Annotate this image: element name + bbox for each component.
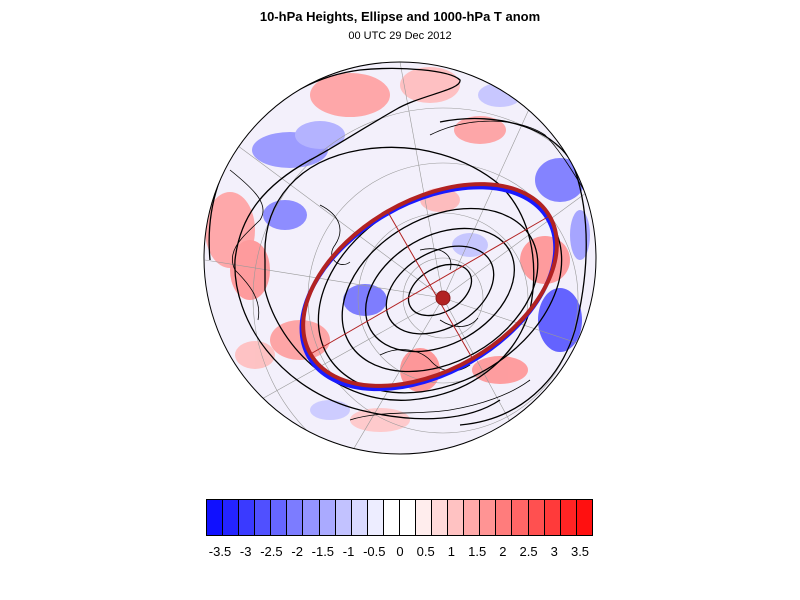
vortex-center-marker [435,290,451,306]
colorbar-tick-label: -1 [342,544,355,559]
colorbar-swatch [223,500,240,535]
colorbar-swatch [512,500,529,535]
colorbar-tick-label: -3.5 [208,544,232,559]
colorbar-swatch [271,500,288,535]
colorbar-swatch [544,500,561,535]
colorbar-swatch [576,500,592,535]
colorbar-swatch [207,500,224,535]
colorbar-tick-label: 0 [396,544,404,559]
colorbar-labels: -3.5 -3 -2.5 -2 -1.5 -1 -0.5 0 0.5 1 1.5 2 2.5 3 3.5 [0,544,800,562]
height-contours [208,67,587,426]
colorbar-tick-label: 3 [550,544,558,559]
map-title: 10-hPa Heights, Ellipse and 1000-hPa T a… [259,9,541,24]
colorbar [206,499,593,536]
colorbar-swatch [416,500,433,535]
polar-map [203,61,597,455]
colorbar-swatch [528,500,545,535]
colorbar-swatch [239,500,256,535]
colorbar-swatch [351,500,368,535]
colorbar-tick-label: 1 [447,544,456,559]
map-border [203,61,597,455]
colorbar-swatch [367,500,384,535]
colorbar-tick-label: 3.5 [570,544,590,559]
colorbar-bar [206,499,593,536]
colorbar-swatch [399,500,417,535]
colorbar-swatch [319,500,336,535]
colorbar-tick-label: 1.5 [468,544,487,559]
colorbar-tick-label: -1.5 [311,544,335,559]
colorbar-swatch [383,500,400,535]
colorbar-swatch [496,500,513,535]
colorbar-swatch [255,500,272,535]
colorbar-tick-label: -0.5 [363,544,386,559]
colorbar-swatch [335,500,352,535]
colorbar-swatch [480,500,497,535]
colorbar-swatch [560,500,577,535]
colorbar-tick-label: 2 [499,544,507,559]
colorbar-tick-label: 0.5 [416,544,435,559]
colorbar-swatch [287,500,304,535]
colorbar-swatch [448,500,465,535]
colorbar-tick-label: 2.5 [519,544,538,559]
colorbar-swatch [464,500,481,535]
colorbar-swatch [303,500,320,535]
map-subtitle: 00 UTC 29 Dec 2012 [348,30,452,42]
colorbar-tick-label: -3 [239,544,252,559]
colorbar-tick-label: -2 [291,544,303,559]
ellipse-minor-axis [387,211,473,359]
colorbar-swatch [432,500,449,535]
colorbar-tick-label: -2.5 [260,544,283,559]
